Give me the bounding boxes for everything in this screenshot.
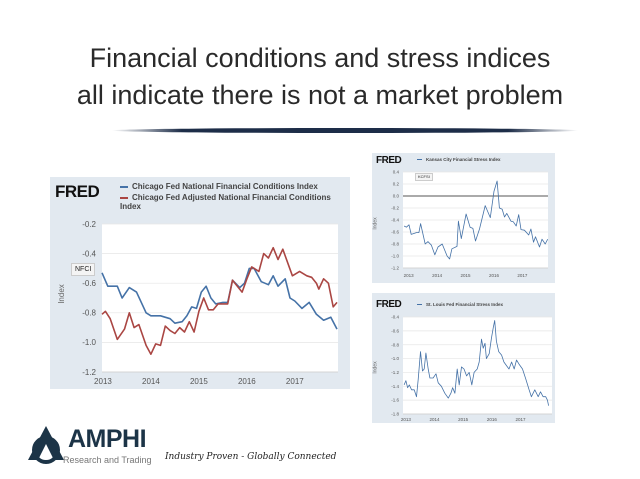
legend-item-nfci: Chicago Fed National Financial Condition…: [120, 182, 318, 191]
x-tick-label: 2017: [517, 273, 528, 278]
slide-title-line-2: all indicate there is not a market probl…: [76, 80, 564, 110]
chart-kcfsi: 0.4 0.2 0.0 -0.2 -0.4 -0.6 -0.8 -1.0 -1.2 2013 201…: [372, 153, 555, 283]
legend-item-anfci: Chicago Fed Adjusted National Financial …: [120, 193, 345, 211]
series-line: [101, 246, 338, 355]
legend-label: St. Louis Fed Financial Stress Index: [426, 302, 504, 307]
x-tick-label: 2013: [401, 417, 412, 422]
y-tick-label: -0.4: [82, 249, 96, 258]
y-tick-label: 0.4: [393, 170, 400, 175]
company-logo-subtitle: Research and Trading: [63, 455, 152, 465]
y-tick-label: -0.8: [391, 342, 399, 347]
y-tick-label: -1.2: [82, 368, 96, 377]
y-axis-label: Index: [56, 284, 66, 304]
y-tick-label: -1.2: [391, 370, 399, 375]
fred-logo: FRED: [376, 299, 402, 310]
y-tick-label: -1.0: [82, 338, 96, 347]
y-tick-label: -0.2: [391, 206, 399, 211]
x-tick-label: 2014: [142, 377, 160, 386]
company-tagline: Industry Proven - Globally Connected: [165, 452, 337, 462]
legend-swatch: [417, 304, 422, 306]
y-tick-label: -0.8: [82, 309, 96, 318]
legend-swatch: [120, 196, 128, 199]
y-tick-label: -0.4: [391, 315, 399, 320]
x-tick-label: 2016: [238, 377, 256, 386]
y-axis-label: Index: [372, 217, 379, 230]
x-tick-label: 2016: [487, 417, 498, 422]
x-tick-label: 2015: [461, 273, 472, 278]
x-tick-label: 2017: [515, 417, 526, 422]
y-tick-label: -1.8: [391, 412, 399, 417]
fred-logo: FRED: [55, 182, 100, 201]
y-tick-label: -0.6: [391, 328, 399, 333]
legend-swatch: [417, 159, 422, 161]
y-tick-label: -0.8: [391, 242, 399, 247]
y-tick-label: -0.6: [82, 279, 96, 288]
series-line: [403, 180, 549, 260]
x-tick-label: 2016: [489, 273, 500, 278]
y-tick-label: -0.6: [391, 230, 399, 235]
y-tick-label: -1.6: [391, 398, 399, 403]
legend-label: Kansas City Financial Stress Index: [426, 157, 501, 162]
legend-label: Chicago Fed National Financial Condition…: [132, 182, 318, 191]
y-tick-label: -1.2: [391, 266, 399, 271]
x-tick-label: 2013: [94, 377, 112, 386]
plot-area: [403, 317, 552, 414]
chart-nfci: -0.2 -0.4 -0.6 -0.8 -1.0 -1.2 2013 2014 2015 2016…: [50, 177, 350, 389]
series-line: [101, 267, 338, 330]
chart-canvas: 0.4 0.2 0.0 -0.2 -0.4 -0.6 -0.8 -1.0 -1.2 2013 201…: [391, 170, 549, 278]
chart-stlfsi: -0.4 -0.6 -0.8 -1.0 -1.2 -1.4 -1.6 -1.8 2013 2014…: [372, 293, 555, 423]
x-tick-label: 2013: [404, 273, 415, 278]
legend-item-stlfsi: St. Louis Fed Financial Stress Index: [417, 302, 503, 307]
y-tick-label: -1.4: [391, 384, 399, 389]
x-tick-label: 2015: [190, 377, 208, 386]
legend-label: Chicago Fed Adjusted National Financial …: [120, 193, 331, 212]
y-tick-label: 0.0: [393, 194, 400, 199]
legend-swatch: [120, 185, 128, 188]
fred-logo: FRED: [376, 155, 402, 166]
y-axis-label: Index: [372, 361, 379, 374]
y-tick-label: -1.0: [391, 356, 399, 361]
y-tick-label: 0.2: [393, 182, 400, 187]
x-tick-label: 2014: [432, 273, 443, 278]
x-tick-label: 2017: [286, 377, 304, 386]
series-tooltip: KCFSI: [415, 173, 433, 181]
plot-area: [102, 224, 338, 372]
title-divider: [112, 128, 578, 133]
slide-title-line-1: Financial conditions and stress indices: [89, 43, 551, 73]
y-tick-label: -0.2: [82, 220, 96, 229]
amphi-logo-icon: [28, 426, 64, 464]
legend-item-kcfsi: Kansas City Financial Stress Index: [417, 157, 501, 162]
company-logo-text: AMPHI: [68, 425, 147, 453]
y-tick-label: -1.0: [391, 254, 399, 259]
y-tick-label: -0.4: [391, 218, 399, 223]
x-tick-label: 2015: [458, 417, 469, 422]
x-tick-label: 2014: [430, 417, 441, 422]
series-tooltip: NFCI: [71, 263, 96, 276]
series-line: [403, 320, 549, 406]
